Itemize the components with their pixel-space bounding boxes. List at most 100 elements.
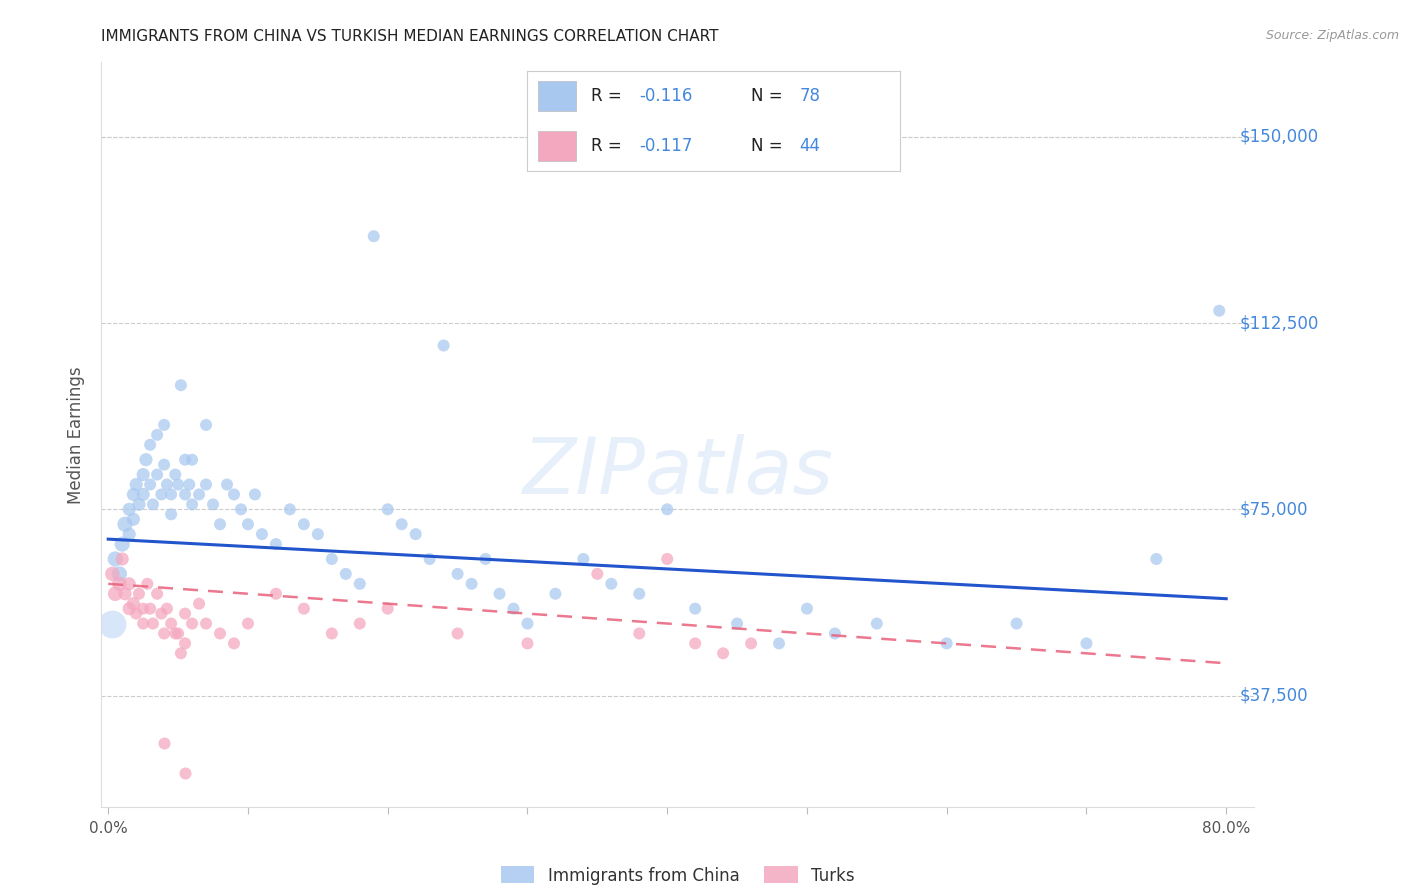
- Point: [349, 616, 371, 631]
- Point: [935, 636, 957, 650]
- Point: [307, 527, 329, 541]
- Point: [101, 616, 124, 631]
- Point: [153, 736, 176, 750]
- Point: [572, 552, 595, 566]
- Point: [229, 502, 252, 516]
- Point: [150, 487, 173, 501]
- Point: [208, 517, 231, 532]
- Point: [111, 537, 134, 551]
- Point: [122, 597, 145, 611]
- Text: N =: N =: [751, 87, 787, 105]
- Point: [1005, 616, 1028, 631]
- Point: [264, 537, 287, 551]
- Point: [118, 577, 141, 591]
- Text: R =: R =: [591, 87, 627, 105]
- Point: [195, 477, 218, 491]
- Point: [170, 646, 193, 660]
- Text: 78: 78: [799, 87, 820, 105]
- Point: [132, 616, 155, 631]
- Point: [516, 636, 538, 650]
- Point: [146, 587, 169, 601]
- Point: [146, 428, 169, 442]
- Point: [657, 502, 679, 516]
- Point: [153, 626, 176, 640]
- Point: [711, 646, 734, 660]
- Text: ZIPatlas: ZIPatlas: [522, 434, 834, 510]
- Point: [215, 477, 238, 491]
- Point: [142, 497, 165, 511]
- Point: [101, 566, 124, 581]
- Point: [118, 601, 141, 615]
- Point: [292, 517, 315, 532]
- Point: [446, 566, 468, 581]
- Point: [768, 636, 790, 650]
- Point: [405, 527, 427, 541]
- Point: [153, 458, 176, 472]
- Point: [181, 497, 204, 511]
- Text: $150,000: $150,000: [1240, 128, 1319, 146]
- Point: [146, 467, 169, 482]
- Point: [160, 616, 183, 631]
- Point: [502, 601, 524, 615]
- Point: [474, 552, 496, 566]
- Point: [132, 601, 155, 615]
- Point: [377, 601, 399, 615]
- Point: [136, 577, 159, 591]
- Point: [628, 626, 651, 640]
- Point: [122, 512, 145, 526]
- Point: [139, 601, 162, 615]
- Point: [222, 636, 245, 650]
- Text: $75,000: $75,000: [1240, 500, 1309, 518]
- Point: [167, 477, 190, 491]
- Text: $37,500: $37,500: [1240, 687, 1309, 705]
- Point: [264, 587, 287, 601]
- Text: -0.116: -0.116: [640, 87, 692, 105]
- Point: [142, 616, 165, 631]
- Point: [446, 626, 468, 640]
- Text: -0.117: -0.117: [640, 137, 692, 155]
- Point: [363, 229, 385, 244]
- Point: [236, 616, 259, 631]
- Point: [600, 577, 623, 591]
- Point: [222, 487, 245, 501]
- Point: [544, 587, 567, 601]
- Point: [139, 477, 162, 491]
- Point: [377, 502, 399, 516]
- Point: [349, 577, 371, 591]
- Point: [586, 566, 609, 581]
- Point: [683, 601, 706, 615]
- Point: [153, 417, 176, 432]
- Point: [122, 487, 145, 501]
- Point: [202, 497, 225, 511]
- Point: [156, 477, 179, 491]
- Point: [181, 452, 204, 467]
- Point: [683, 636, 706, 650]
- Point: [165, 467, 187, 482]
- Point: [335, 566, 357, 581]
- Point: [114, 517, 136, 532]
- Point: [111, 552, 134, 566]
- Point: [114, 587, 136, 601]
- Point: [174, 452, 197, 467]
- Point: [174, 607, 197, 621]
- Text: 44: 44: [799, 137, 820, 155]
- Point: [167, 626, 190, 640]
- Point: [135, 452, 157, 467]
- Point: [181, 616, 204, 631]
- Point: [125, 477, 148, 491]
- Point: [278, 502, 301, 516]
- Text: N =: N =: [751, 137, 787, 155]
- Point: [104, 587, 127, 601]
- Point: [208, 626, 231, 640]
- Point: [657, 552, 679, 566]
- Point: [132, 467, 155, 482]
- Point: [160, 508, 183, 522]
- Point: [419, 552, 441, 566]
- Point: [174, 636, 197, 650]
- Point: [796, 601, 818, 615]
- Point: [128, 587, 150, 601]
- Point: [391, 517, 413, 532]
- Text: $112,500: $112,500: [1240, 314, 1319, 332]
- Point: [1076, 636, 1098, 650]
- Legend: Immigrants from China, Turks: Immigrants from China, Turks: [501, 866, 855, 885]
